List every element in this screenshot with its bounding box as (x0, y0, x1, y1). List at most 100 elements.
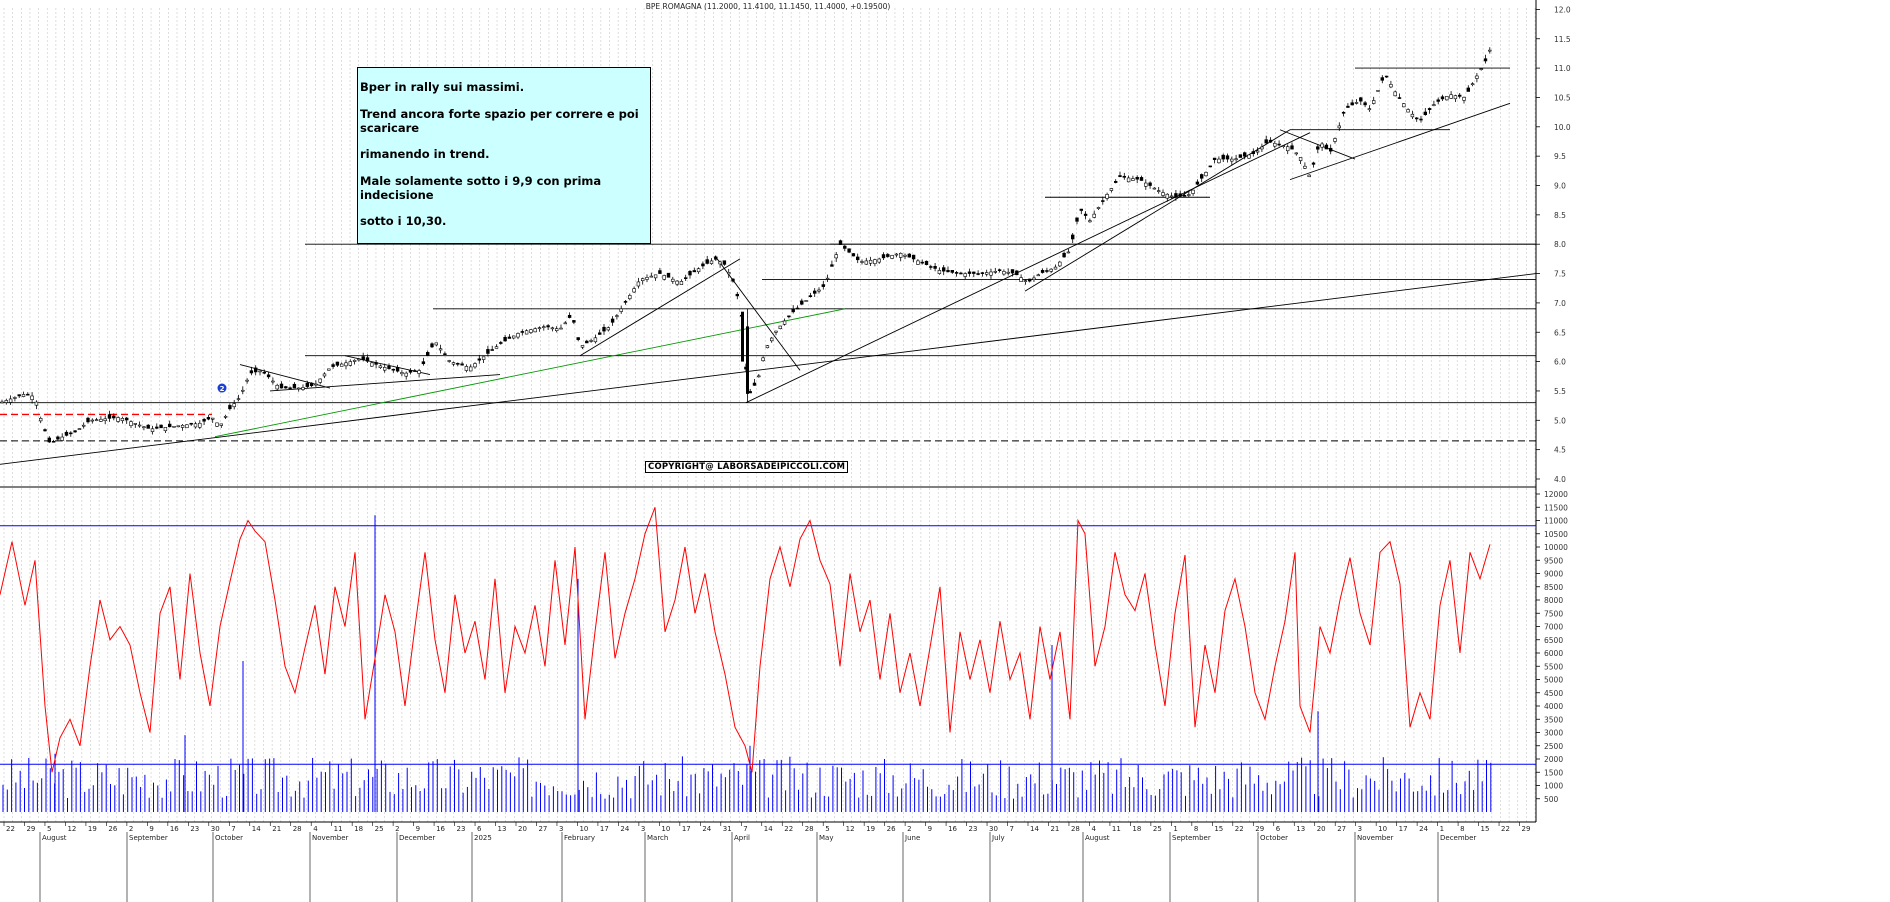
candle-body (421, 361, 426, 365)
candle-body (873, 259, 877, 265)
day-label: 1 (1173, 825, 1177, 833)
candle-body (615, 315, 619, 317)
candle-body (1148, 182, 1152, 186)
candle-body (38, 418, 43, 422)
candle-body (593, 337, 598, 343)
candle-body (0, 401, 4, 404)
candle-body (1208, 165, 1213, 168)
candle-body (546, 325, 550, 328)
candle-body (757, 375, 761, 378)
candle-body (954, 272, 959, 274)
day-label: 3 (641, 825, 645, 833)
candle-body (1178, 193, 1182, 197)
candle-body (619, 308, 623, 312)
candle-body (1083, 213, 1088, 216)
candle-body (1393, 91, 1397, 97)
candle-body (1204, 171, 1208, 177)
day-label: 17 (600, 825, 609, 833)
candle-body (1415, 117, 1419, 120)
candle-body (13, 397, 17, 399)
candle-body (249, 370, 254, 374)
candle-body (1423, 111, 1428, 116)
month-label: August (1085, 834, 1110, 842)
day-label: 23 (969, 825, 978, 833)
day-label: 4 (1091, 825, 1096, 833)
day-label: 25 (375, 825, 384, 833)
candle-body (817, 289, 821, 292)
candle-body (1397, 97, 1402, 99)
candle-body (851, 253, 856, 257)
price-axis: 12.0 11.5 11.0 10.5 10.0 9.5 9.0 8.5 8.0 7.5 7.0 6.… (1536, 5, 1571, 484)
annotation-line: sotto i 10,30. (360, 214, 447, 229)
candle-body (1221, 154, 1225, 160)
osc-tick-label: 12000 (1544, 490, 1568, 499)
candle-body (1359, 97, 1363, 102)
candle-body (800, 300, 804, 305)
candle-body (765, 345, 770, 349)
day-label: 12 (846, 825, 855, 833)
osc-tick-label: 1000 (1544, 782, 1563, 791)
candle-body (82, 424, 86, 427)
candle-body (610, 318, 615, 323)
candle-body (477, 358, 481, 361)
day-label: 26 (108, 825, 117, 833)
price-tick-label: 4.0 (1554, 475, 1566, 484)
candle-body (34, 401, 39, 406)
candle-body (1066, 251, 1071, 254)
candle-body (628, 295, 632, 300)
candle-body (198, 422, 202, 428)
candle-body (529, 329, 533, 333)
candle-body (266, 374, 271, 378)
candle-body (1182, 195, 1187, 197)
candle-body (219, 423, 223, 426)
candle-body (989, 271, 993, 276)
candle-body (1453, 95, 1458, 100)
candle-body (774, 330, 778, 333)
price-tick-label: 9.0 (1554, 182, 1566, 191)
candle-body (567, 314, 572, 318)
candle-body (967, 271, 972, 274)
candle-body (1298, 157, 1303, 161)
candle-body (232, 403, 236, 408)
candle-body (1015, 270, 1019, 276)
candle-body (103, 418, 107, 422)
osc-tick-label: 7500 (1544, 609, 1563, 618)
candle-body (408, 369, 413, 373)
candle-body (425, 352, 430, 356)
price-tick-label: 6.5 (1554, 328, 1566, 337)
candle-body (812, 290, 817, 294)
candle-body (576, 337, 580, 340)
price-tick-label: 7.0 (1554, 299, 1566, 308)
day-label: 25 (1153, 825, 1162, 833)
candle-body (451, 362, 456, 365)
candle-body (1157, 190, 1161, 192)
candle-body (125, 417, 129, 421)
candle-body (56, 436, 60, 440)
price-tick-label: 9.5 (1554, 152, 1566, 161)
candle-body (735, 293, 740, 297)
candle-body (959, 272, 963, 275)
candle-body (1324, 144, 1329, 150)
candle-body (206, 417, 211, 420)
month-label: February (564, 834, 595, 842)
candle-body (589, 340, 593, 342)
candle-body (1058, 261, 1062, 267)
candle-body (327, 368, 331, 371)
price-tick-label: 5.5 (1554, 387, 1566, 396)
osc-tick-label: 8000 (1544, 596, 1563, 605)
candle-body (365, 357, 370, 362)
day-label: 13 (498, 825, 507, 833)
osc-tick-label: 4500 (1544, 689, 1563, 698)
candle-body (666, 272, 671, 278)
candle-body (430, 343, 434, 348)
day-label: 30 (211, 825, 220, 833)
candle-body (193, 423, 198, 428)
candle-body (90, 419, 95, 422)
candle-body (142, 426, 146, 429)
candle-body (834, 254, 838, 259)
candle-body (344, 362, 348, 367)
candle-body (877, 258, 881, 263)
candle-body (21, 394, 26, 397)
candle-body (1475, 75, 1479, 79)
candle-body (137, 424, 142, 427)
